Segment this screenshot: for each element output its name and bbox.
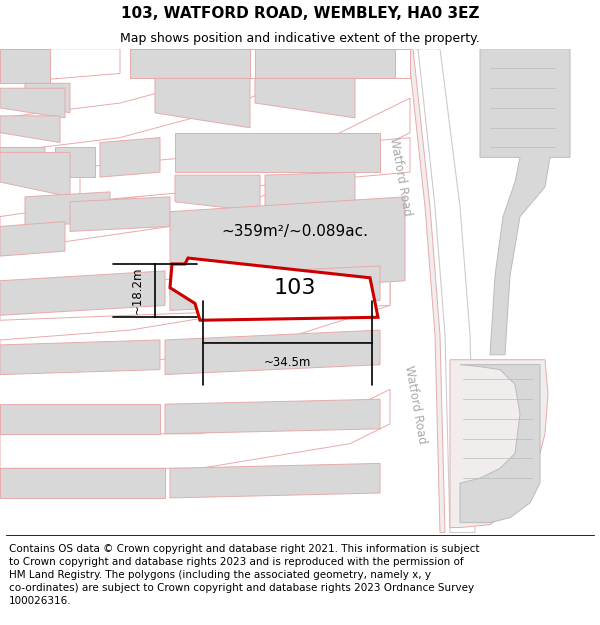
- Polygon shape: [0, 340, 160, 374]
- Polygon shape: [0, 152, 70, 197]
- Polygon shape: [450, 360, 548, 528]
- Polygon shape: [460, 364, 540, 522]
- Polygon shape: [0, 49, 50, 83]
- Text: 103, WATFORD ROAD, WEMBLEY, HA0 3EZ: 103, WATFORD ROAD, WEMBLEY, HA0 3EZ: [121, 6, 479, 21]
- Polygon shape: [25, 83, 70, 113]
- Polygon shape: [175, 132, 380, 172]
- Polygon shape: [165, 330, 380, 374]
- Polygon shape: [480, 49, 570, 355]
- Text: Map shows position and indicative extent of the property.: Map shows position and indicative extent…: [120, 31, 480, 44]
- Polygon shape: [70, 197, 170, 231]
- Polygon shape: [170, 266, 380, 311]
- Polygon shape: [170, 197, 405, 296]
- Text: 103: 103: [274, 278, 316, 298]
- Polygon shape: [0, 49, 120, 83]
- Polygon shape: [0, 88, 65, 118]
- Polygon shape: [0, 404, 160, 434]
- Polygon shape: [165, 399, 380, 434]
- Text: Watford Road: Watford Road: [386, 137, 413, 218]
- Polygon shape: [395, 49, 445, 532]
- Polygon shape: [25, 192, 110, 226]
- Text: Watford Road: Watford Road: [401, 364, 428, 444]
- Polygon shape: [255, 49, 395, 78]
- Polygon shape: [130, 49, 410, 78]
- Polygon shape: [0, 271, 390, 374]
- Polygon shape: [265, 172, 355, 207]
- Polygon shape: [170, 258, 378, 320]
- Polygon shape: [0, 271, 390, 320]
- Polygon shape: [0, 271, 165, 315]
- Polygon shape: [255, 78, 355, 118]
- Text: ~34.5m: ~34.5m: [264, 356, 311, 369]
- Polygon shape: [170, 463, 380, 498]
- Polygon shape: [0, 98, 410, 251]
- Polygon shape: [80, 138, 410, 202]
- Polygon shape: [0, 49, 300, 152]
- Polygon shape: [175, 175, 260, 212]
- Polygon shape: [0, 389, 390, 468]
- Text: ~359m²/~0.089ac.: ~359m²/~0.089ac.: [221, 224, 368, 239]
- Polygon shape: [100, 138, 160, 177]
- Polygon shape: [155, 78, 250, 128]
- Polygon shape: [0, 116, 60, 142]
- Polygon shape: [130, 49, 250, 78]
- Polygon shape: [55, 148, 95, 177]
- Polygon shape: [0, 148, 45, 177]
- Text: ~18.2m: ~18.2m: [131, 267, 143, 314]
- Polygon shape: [415, 49, 475, 532]
- Polygon shape: [0, 468, 165, 498]
- Text: Contains OS data © Crown copyright and database right 2021. This information is : Contains OS data © Crown copyright and d…: [9, 544, 479, 606]
- Polygon shape: [0, 221, 65, 256]
